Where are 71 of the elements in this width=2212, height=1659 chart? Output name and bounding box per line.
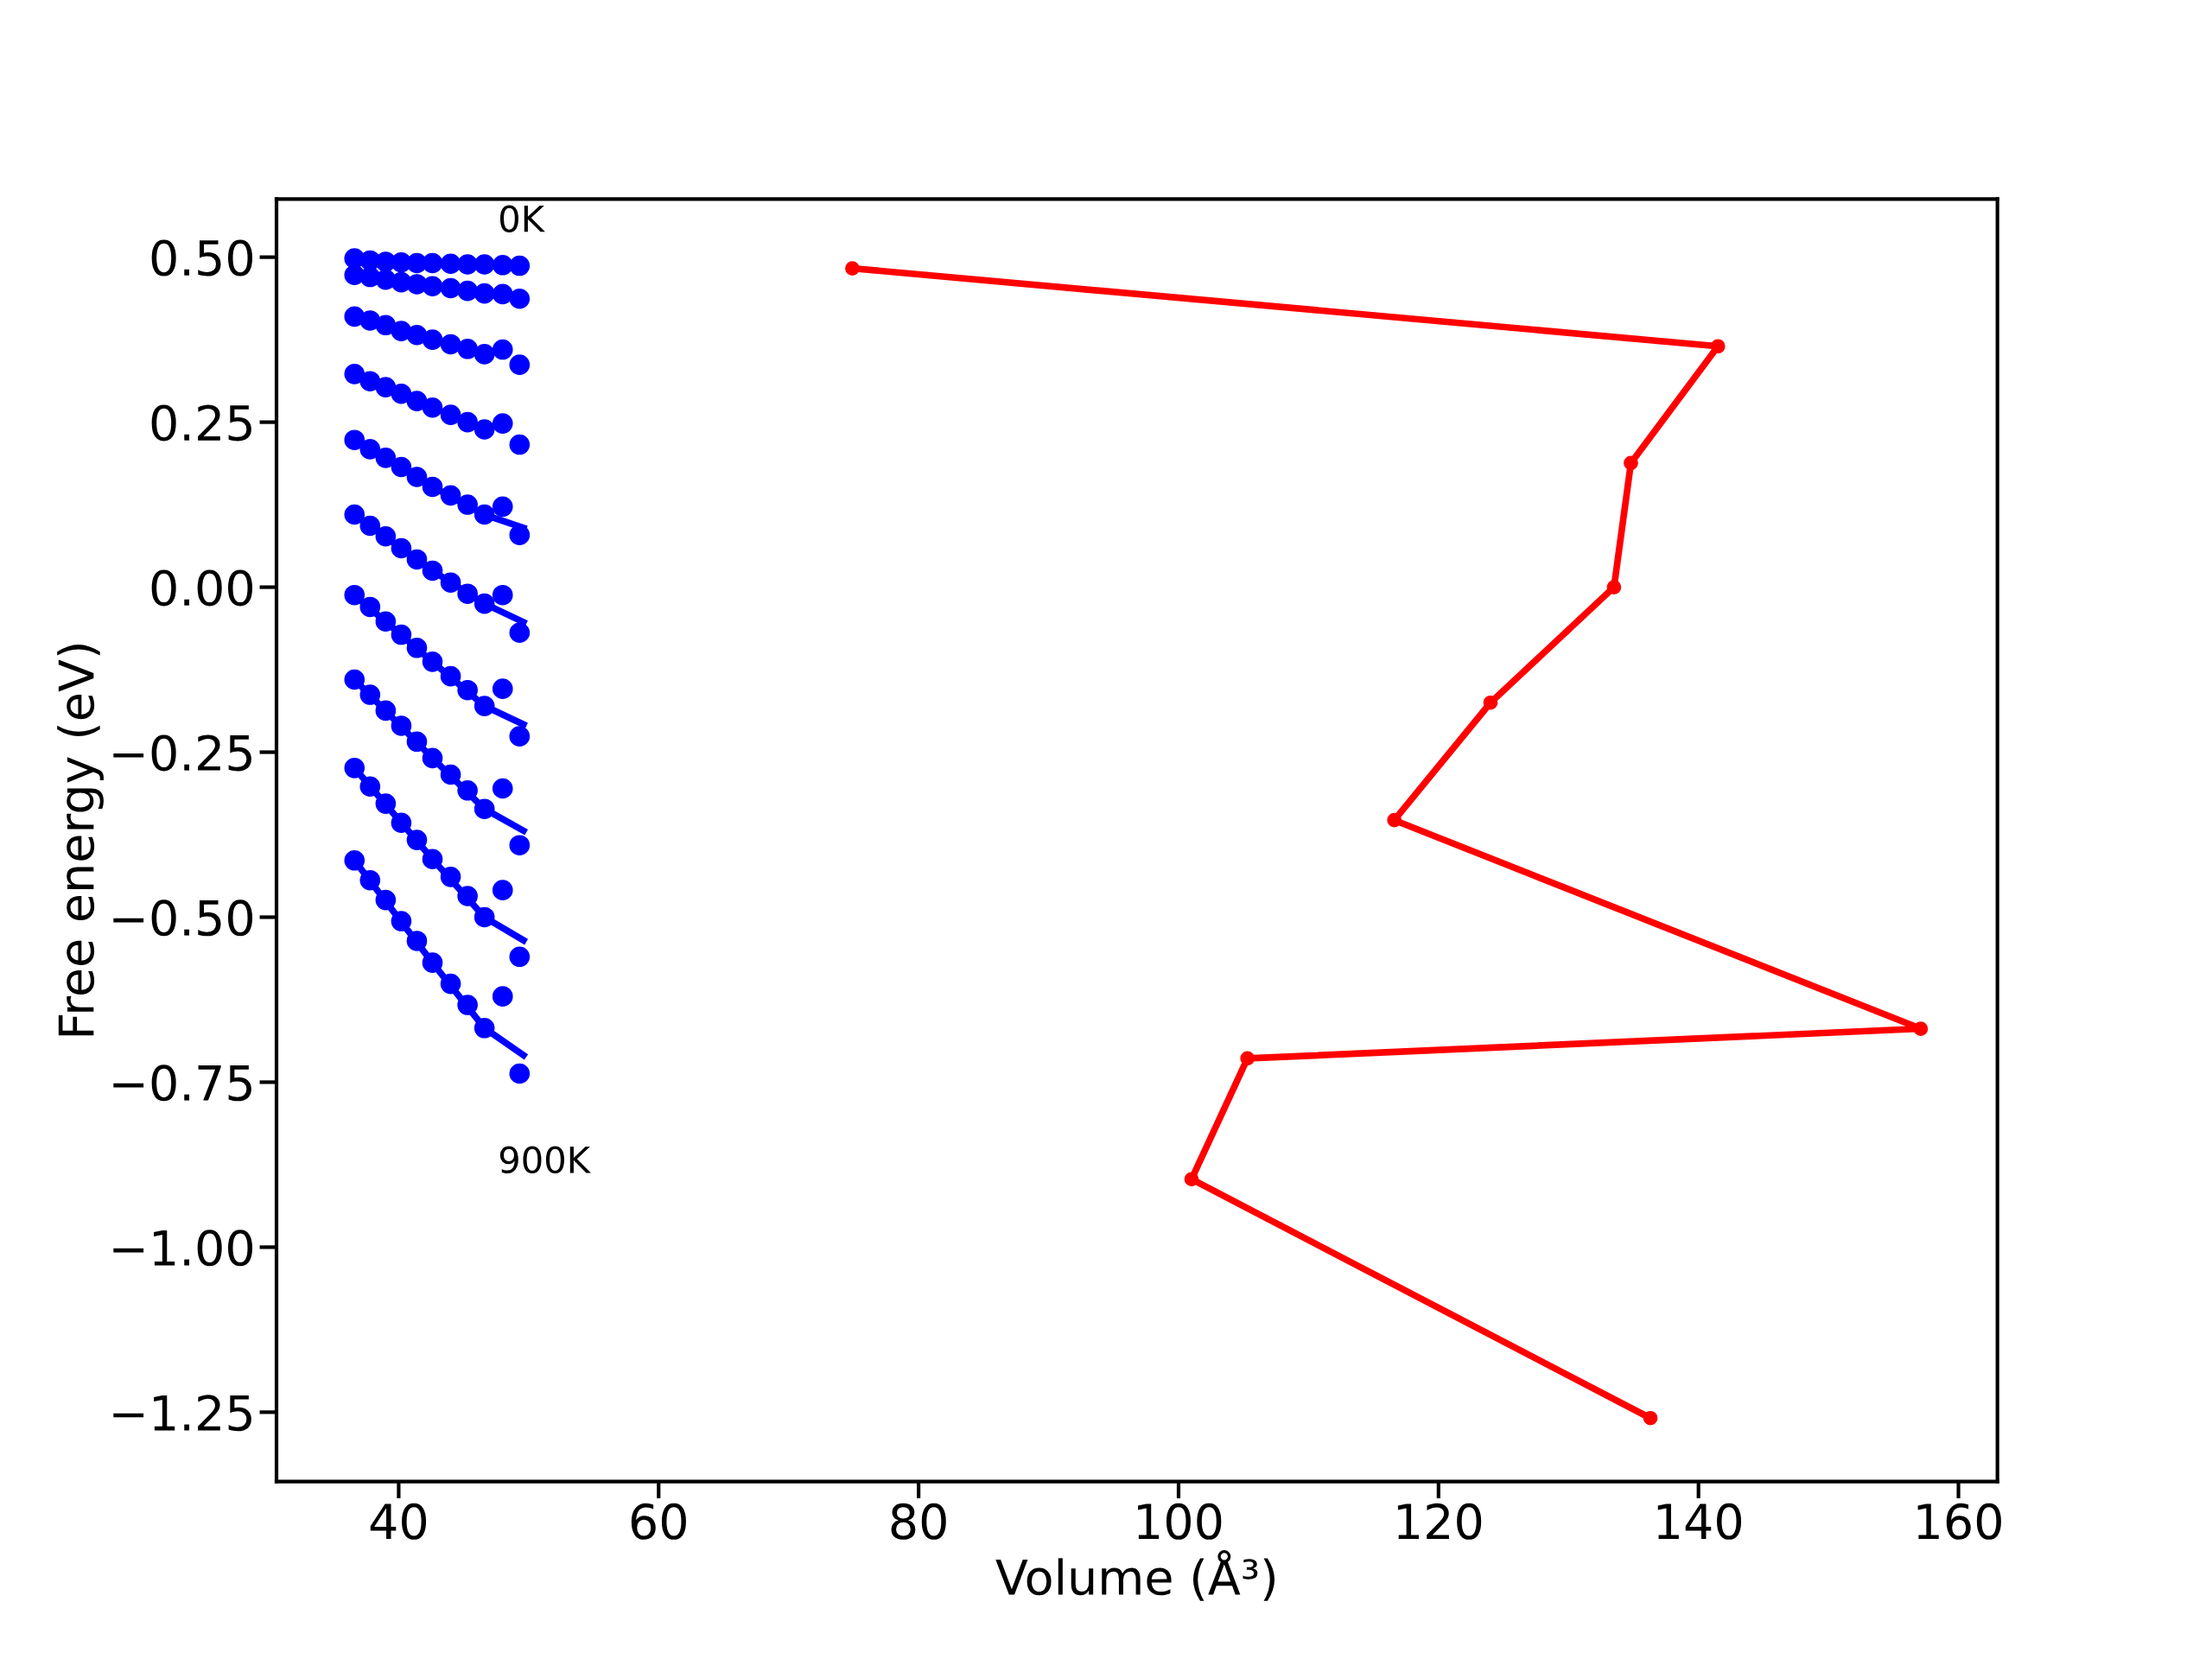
y-tick-label: 0.00 bbox=[151, 569, 253, 607]
point bbox=[492, 496, 513, 518]
point bbox=[440, 334, 461, 355]
x-tick-label: 140 bbox=[1657, 1503, 1742, 1540]
point bbox=[406, 391, 428, 411]
point bbox=[440, 253, 461, 275]
point bbox=[457, 411, 478, 433]
point bbox=[457, 254, 478, 275]
x-tick-label: 120 bbox=[1397, 1503, 1482, 1540]
point bbox=[474, 283, 495, 304]
point bbox=[492, 283, 513, 305]
x-axis-title: Volume (Å³) bbox=[995, 1549, 1275, 1601]
point bbox=[375, 377, 397, 397]
point bbox=[1606, 580, 1622, 594]
point bbox=[509, 354, 531, 375]
point bbox=[509, 434, 531, 455]
point bbox=[509, 255, 531, 276]
point bbox=[1387, 812, 1402, 828]
point bbox=[1184, 1172, 1199, 1187]
point bbox=[509, 946, 531, 968]
point bbox=[440, 277, 461, 299]
point bbox=[509, 288, 531, 309]
point bbox=[492, 413, 513, 434]
point bbox=[422, 397, 443, 418]
point bbox=[457, 338, 478, 359]
y-tick-label: −1.25 bbox=[113, 1395, 251, 1432]
point bbox=[457, 280, 478, 302]
point bbox=[492, 778, 513, 799]
point bbox=[359, 310, 381, 331]
point bbox=[474, 254, 495, 275]
point bbox=[1913, 1021, 1929, 1036]
point bbox=[1624, 455, 1638, 471]
x-tick-label: 80 bbox=[891, 1503, 946, 1540]
point bbox=[509, 835, 531, 856]
point bbox=[1483, 695, 1498, 710]
point bbox=[344, 364, 365, 385]
point bbox=[509, 726, 531, 747]
y-axis-title: Free energy (eV) bbox=[57, 645, 104, 1036]
point bbox=[422, 252, 443, 274]
annotation: 0K bbox=[499, 205, 545, 232]
annotation: 900K bbox=[499, 1146, 591, 1174]
y-tick-label: −0.75 bbox=[113, 1065, 251, 1102]
point bbox=[474, 344, 495, 365]
y-tick-label: 0.25 bbox=[151, 404, 251, 442]
point bbox=[375, 315, 397, 336]
y-tick-label: −1.00 bbox=[113, 1230, 252, 1267]
point bbox=[492, 880, 513, 900]
y-tick-label: 0.50 bbox=[151, 239, 253, 276]
point bbox=[492, 584, 513, 606]
point bbox=[474, 419, 495, 440]
point bbox=[492, 254, 513, 276]
point bbox=[359, 371, 381, 392]
point bbox=[509, 1063, 531, 1084]
point bbox=[1710, 339, 1726, 354]
x-tick-label: 100 bbox=[1138, 1503, 1222, 1540]
point bbox=[492, 678, 513, 699]
y-tick-label: −0.50 bbox=[113, 899, 252, 937]
point bbox=[509, 622, 531, 644]
point bbox=[422, 329, 443, 350]
x-tick-label: 40 bbox=[370, 1503, 427, 1540]
point bbox=[440, 404, 461, 425]
point bbox=[1643, 1410, 1658, 1426]
y-tick-label: −0.25 bbox=[113, 734, 251, 772]
point bbox=[391, 383, 412, 404]
point bbox=[492, 986, 513, 1007]
point bbox=[1240, 1051, 1255, 1066]
x-tick-label: 160 bbox=[1917, 1503, 2001, 1540]
point bbox=[492, 339, 513, 360]
point bbox=[422, 276, 443, 297]
x-tick-label: 60 bbox=[631, 1503, 686, 1540]
point bbox=[845, 261, 860, 276]
